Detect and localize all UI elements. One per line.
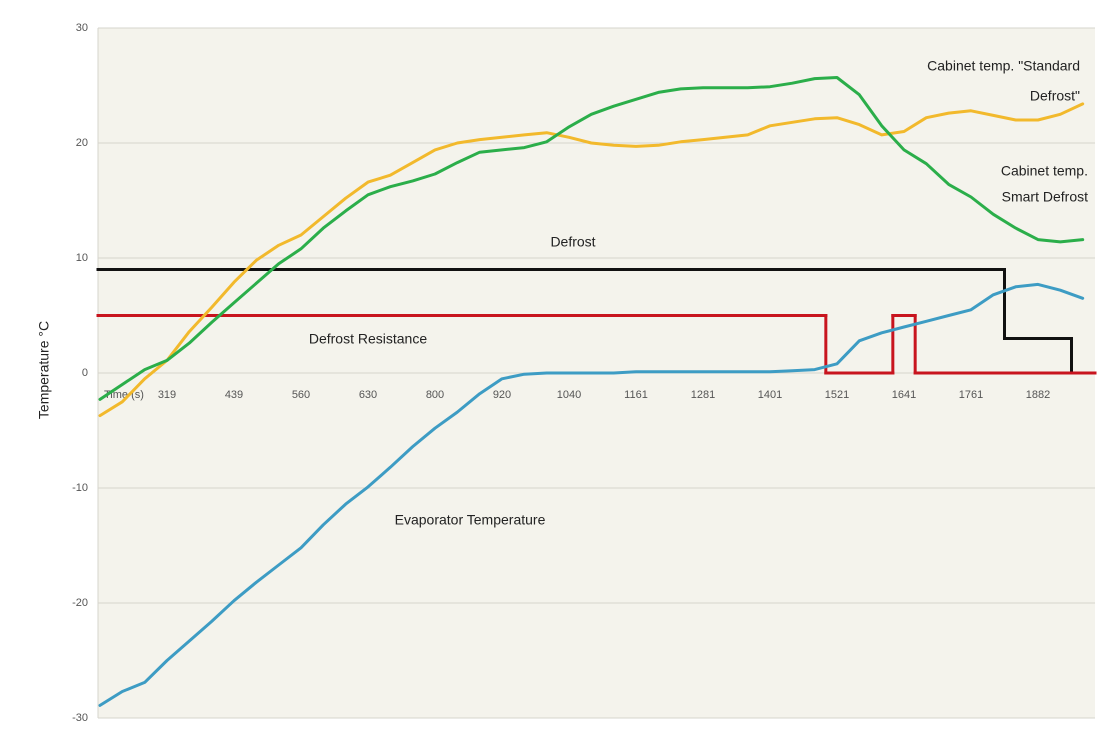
- x-tick-label: 560: [292, 389, 310, 401]
- x-tick-label: 1521: [825, 389, 849, 401]
- x-tick-label: 630: [359, 389, 377, 401]
- x-tick-label: 1401: [758, 389, 782, 401]
- series-line: [98, 102, 1085, 418]
- x-tick-label: 800: [426, 389, 444, 401]
- x-tick-label: 319: [158, 389, 176, 401]
- x-tick-label: 1040: [557, 389, 581, 401]
- annotation: Defrost: [550, 234, 595, 250]
- y-tick-label: 0: [82, 367, 88, 379]
- x-tick-label: 1882: [1026, 389, 1050, 401]
- x-tick-label: 920: [493, 389, 511, 401]
- annotation: Cabinet temp. "Standard: [927, 58, 1080, 74]
- y-tick-label: -10: [72, 482, 88, 494]
- annotation: Defrost": [1030, 88, 1080, 104]
- y-axis-label: Temperature °C: [36, 321, 52, 419]
- series-line: [98, 76, 1085, 401]
- x-tick-label: 1281: [691, 389, 715, 401]
- annotation: Defrost Resistance: [309, 331, 427, 347]
- y-tick-label: 30: [76, 22, 88, 34]
- x-tick-label: 1161: [624, 389, 648, 401]
- series-line: [98, 282, 1085, 707]
- y-tick-label: 10: [76, 252, 88, 264]
- x-tick-label: 439: [225, 389, 243, 401]
- annotation: Cabinet temp.: [1001, 163, 1088, 179]
- y-tick-label: 20: [76, 137, 88, 149]
- x-tick-label: 1761: [959, 389, 983, 401]
- y-tick-label: -20: [72, 597, 88, 609]
- annotation: Smart Defrost: [1002, 189, 1088, 205]
- y-tick-label: -30: [72, 712, 88, 724]
- x-tick-label: 1641: [892, 389, 916, 401]
- annotation: Evaporator Temperature: [395, 512, 546, 528]
